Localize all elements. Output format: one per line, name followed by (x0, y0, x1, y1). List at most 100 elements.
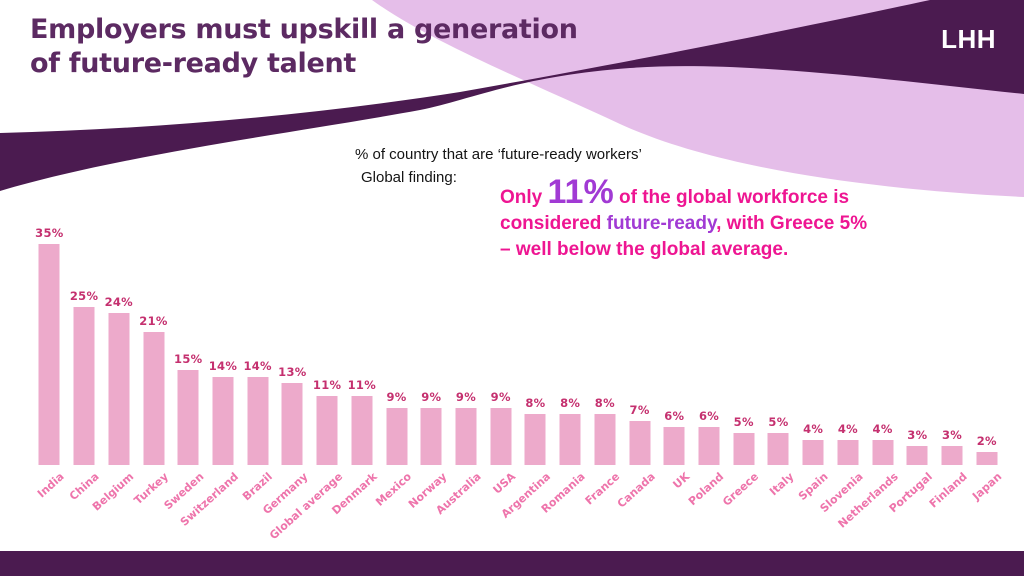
bar-italy (767, 433, 789, 465)
bar-value-label-norway: 9% (421, 390, 442, 405)
global-finding-label: Global finding: (361, 169, 457, 186)
bar-column-china: 25% China (67, 225, 102, 535)
finding-stat-11pct: 11% (547, 173, 614, 211)
bar-value-label-australia: 9% (455, 390, 477, 405)
bar-value-label-argentina: 8% (525, 396, 546, 411)
bar-value-label-uk: 6% (664, 409, 685, 424)
bar-category-label-japan: Japan (970, 470, 1005, 503)
finding-text-3: , with Greece 5% – well below the global… (500, 213, 868, 260)
purple-swoosh-shape (0, 0, 1024, 191)
bar-column-uk: 6% UK (657, 225, 692, 535)
bar-column-brazil: 14% Brazil (240, 225, 276, 535)
bar-turkey (143, 332, 165, 465)
bar-romania (559, 414, 581, 465)
bar-value-label-romania: 8% (560, 396, 581, 411)
finding-text-1: Only (500, 187, 548, 208)
bar-value-label-china: 25% (69, 289, 99, 304)
finding-text-2: of the global workforce is considered (500, 187, 850, 234)
bar-column-mexico: 9% Mexico (373, 225, 414, 535)
bar-column-france: 8% France (583, 225, 623, 535)
bar-norway (420, 408, 442, 465)
bar-spain (802, 439, 824, 465)
bar-column-slovenia: 4% Slovenia (818, 225, 866, 535)
bar-column-global-average: 11% Global average (267, 225, 345, 543)
bar-value-label-belgium: 24% (104, 295, 134, 310)
bar-column-germany: 13% Germany (260, 225, 310, 535)
bar-value-label-france: 8% (594, 396, 615, 411)
bar-chart: 35% India 25% China 24% Belgium 21% Turkey 15% Sw… (32, 225, 1004, 543)
bar-global-average (316, 395, 338, 465)
bar-category-label-uk: UK (670, 470, 692, 492)
bar-value-label-denmark: 11% (347, 377, 377, 392)
bar-category-label-poland: Poland (686, 470, 727, 509)
bar-value-label-netherlands: 4% (872, 421, 893, 436)
bar-column-turkey: 21% Turkey (132, 225, 171, 535)
bar-value-label-usa: 9% (490, 390, 511, 405)
bar-canada (629, 420, 651, 465)
bar-column-poland: 6% Poland (686, 225, 726, 535)
bar-column-netherlands: 4% Netherlands (835, 225, 900, 535)
bar-column-norway: 9% Norway (406, 225, 449, 535)
bar-brazil (247, 376, 269, 465)
bar-value-label-mexico: 9% (386, 390, 407, 405)
bar-value-label-sweden: 15% (174, 352, 203, 367)
bar-column-romania: 8% Romania (539, 225, 588, 535)
page-title: Employers must upskill a generation of f… (30, 13, 578, 81)
bar-sweden (177, 370, 199, 465)
chart-heading: % of country that are ‘future-ready work… (355, 146, 642, 163)
bar-value-label-global-average: 11% (312, 377, 342, 392)
bar-category-label-india: India (35, 470, 68, 501)
title-line-1: Employers must upskill a generation (30, 14, 578, 45)
bar-finland (941, 446, 963, 465)
bar-mexico (386, 408, 408, 465)
bar-value-label-switzerland: 14% (208, 358, 238, 373)
bar-france (594, 414, 616, 465)
bar-column-switzerland: 14% Switzerland (177, 225, 240, 535)
bar-value-label-finland: 3% (941, 428, 963, 443)
bar-poland (698, 427, 720, 465)
bar-argentina (524, 414, 546, 465)
bar-slovenia (837, 439, 859, 465)
bar-germany (281, 382, 303, 465)
bar-value-label-canada: 7% (629, 402, 650, 417)
bar-column-spain: 4% Spain (796, 225, 831, 535)
bar-value-label-greece: 5% (733, 415, 754, 430)
bar-value-label-spain: 4% (803, 421, 824, 436)
bar-column-finland: 3% Finland (927, 225, 970, 535)
bar-column-sweden: 15% Sweden (161, 225, 206, 535)
bar-value-label-turkey: 21% (139, 314, 168, 329)
bar-value-label-india: 35% (35, 225, 64, 240)
bar-japan (976, 452, 998, 465)
bar-column-portugal: 3% Portugal (887, 225, 935, 535)
bar-value-label-japan: 2% (976, 434, 997, 449)
bar-value-label-slovenia: 4% (837, 421, 858, 436)
bar-value-label-poland: 6% (698, 409, 720, 424)
bar-india (38, 243, 60, 465)
footer-bar (0, 551, 1024, 576)
bar-uk (663, 427, 685, 465)
lhh-logo: LHH (941, 24, 996, 54)
bar-netherlands (872, 439, 894, 465)
bar-column-belgium: 24% Belgium (90, 225, 136, 535)
bar-category-label-italy: Italy (766, 470, 797, 499)
bar-belgium (108, 313, 130, 465)
bar-category-label-usa: USA (490, 470, 519, 497)
bar-usa (490, 408, 512, 465)
bar-column-italy: 5% Italy (761, 225, 796, 535)
bar-column-australia: 9% Australia (433, 225, 483, 535)
finding-highlight-future-ready: future-ready (606, 213, 717, 234)
bar-column-usa: 9% USA (483, 225, 518, 535)
bar-value-label-italy: 5% (768, 415, 789, 430)
bar-denmark (351, 395, 373, 465)
bar-column-india: 35% India (32, 225, 67, 535)
bar-china (73, 307, 95, 465)
bar-value-label-portugal: 3% (907, 428, 928, 443)
bar-column-japan: 2% Japan (969, 225, 1004, 535)
bar-column-greece: 5% Greece (721, 225, 762, 535)
bar-column-denmark: 11% Denmark (329, 225, 379, 535)
bar-column-canada: 7% Canada (614, 225, 657, 535)
title-line-2: of future-ready talent (30, 48, 357, 79)
bar-category-label-greece: Greece (720, 470, 762, 509)
